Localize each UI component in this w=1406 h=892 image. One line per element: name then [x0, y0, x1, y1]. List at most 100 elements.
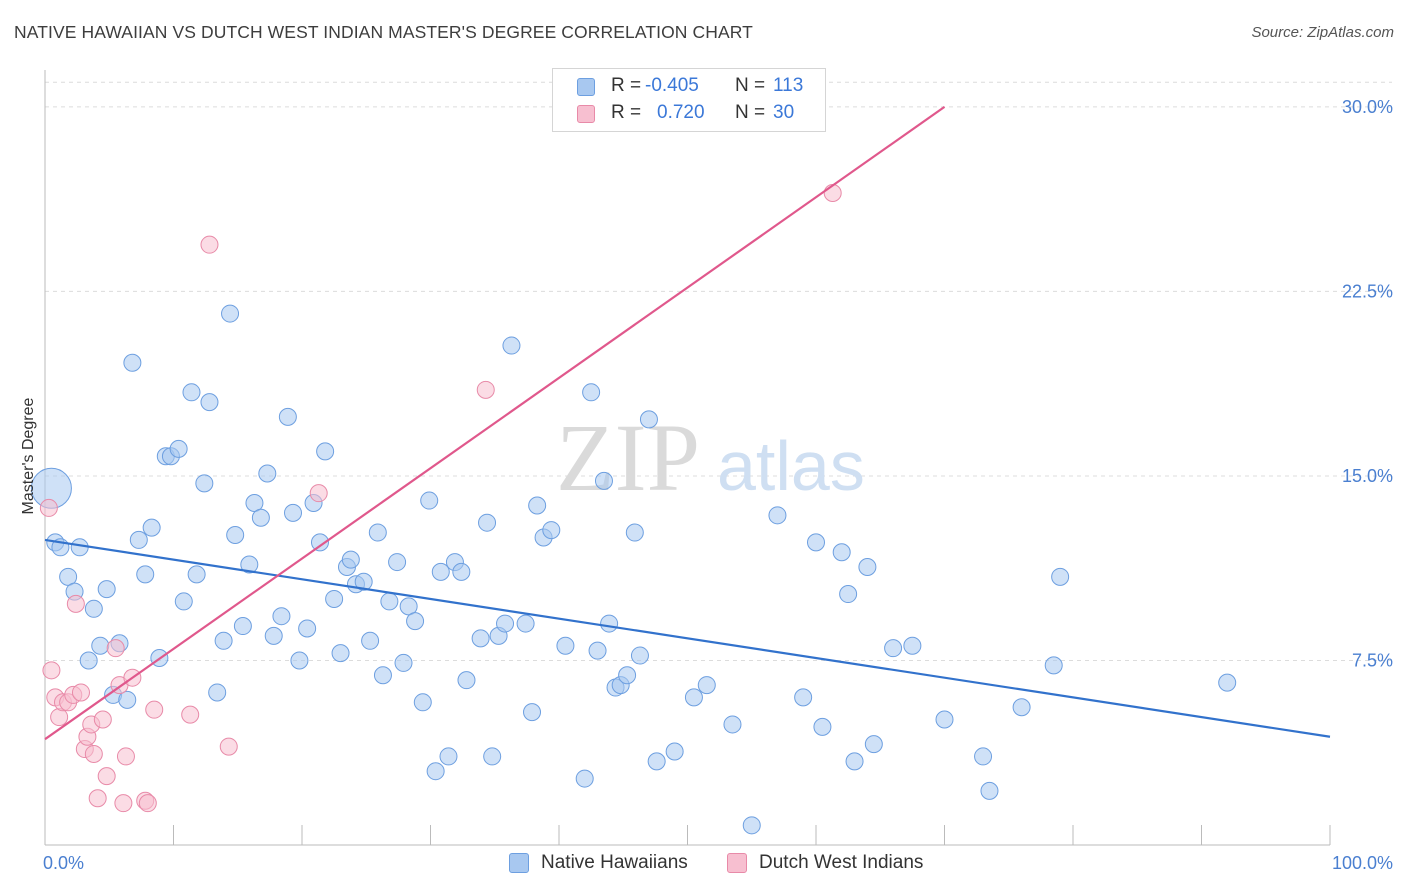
watermark-zip: ZIP: [556, 404, 700, 511]
n-value: 113: [773, 75, 804, 96]
point-native-hawaiian: [556, 636, 575, 655]
point-native-hawaiian: [582, 383, 601, 402]
point-native-hawaiian: [331, 644, 350, 663]
legend-swatch-blue: [509, 853, 529, 873]
point-dutch-west-indian: [50, 708, 69, 727]
point-native-hawaiian: [341, 550, 360, 569]
point-native-hawaiian: [361, 631, 380, 650]
point-dutch-west-indian: [88, 789, 107, 808]
point-native-hawaiian: [431, 562, 450, 581]
point-native-hawaiian: [118, 690, 137, 709]
point-native-hawaiian: [406, 612, 425, 631]
point-native-hawaiian: [187, 565, 206, 584]
point-native-hawaiian: [91, 636, 110, 655]
point-native-hawaiian: [594, 471, 613, 490]
point-native-hawaiian: [625, 523, 644, 542]
point-native-hawaiian: [478, 513, 497, 532]
point-native-hawaiian: [264, 626, 283, 645]
point-native-hawaiian: [647, 752, 666, 771]
legend-label: Dutch West Indians: [759, 852, 924, 873]
point-native-hawaiian: [208, 683, 227, 702]
legend-label: Native Hawaiians: [541, 852, 688, 873]
x-tick-label: 100.0%: [1332, 853, 1393, 873]
point-native-hawaiian: [195, 474, 214, 493]
point-native-hawaiian: [1012, 698, 1031, 717]
point-native-hawaiian: [200, 393, 219, 412]
n-label: N =: [735, 102, 766, 123]
point-native-hawaiian: [600, 614, 619, 633]
point-native-hawaiian: [588, 641, 607, 660]
point-native-hawaiian: [1051, 567, 1070, 586]
point-dutch-west-indian: [114, 794, 133, 813]
point-native-hawaiian: [310, 533, 329, 552]
n-value: 30: [773, 102, 795, 123]
point-native-hawaiian: [368, 523, 387, 542]
source-label: Source: ZipAtlas.com: [1251, 24, 1394, 41]
point-native-hawaiian: [516, 614, 535, 633]
point-dutch-west-indian: [823, 184, 842, 203]
point-native-hawaiian: [84, 599, 103, 618]
point-dutch-west-indian: [93, 710, 112, 729]
r-label: R =: [611, 102, 642, 123]
point-native-hawaiian: [316, 442, 335, 461]
point-native-hawaiian: [169, 439, 188, 458]
point-native-hawaiian: [807, 533, 825, 552]
grid-lines: [45, 81, 1392, 661]
point-native-hawaiian: [630, 646, 649, 665]
point-native-hawaiian: [618, 666, 637, 685]
point-native-hawaiian: [174, 592, 193, 611]
point-native-hawaiian: [221, 304, 240, 323]
point-native-hawaiian: [768, 506, 787, 525]
y-tick-label: 22.5%: [1342, 281, 1393, 301]
point-native-hawaiian: [542, 521, 561, 540]
point-native-hawaiian: [639, 410, 658, 429]
point-native-hawaiian: [226, 526, 245, 544]
legend-swatch-pink: [727, 853, 747, 873]
point-native-hawaiian: [129, 530, 148, 549]
point-native-hawaiian: [742, 816, 761, 835]
point-native-hawaiian: [1044, 656, 1063, 675]
r-value: -0.405: [645, 75, 699, 96]
point-native-hawaiian: [839, 585, 858, 604]
point-native-hawaiian: [974, 747, 993, 766]
y-tick-label: 7.5%: [1352, 650, 1393, 670]
trend-line-native-hawaiians: [44, 538, 1331, 738]
point-native-hawaiian: [980, 781, 999, 800]
point-native-hawaiian: [420, 491, 439, 510]
point-dutch-west-indian: [97, 767, 116, 786]
stats-box: R = -0.405 N = 113 R = 0.720 N = 30: [552, 68, 826, 132]
point-native-hawaiian: [394, 653, 413, 672]
point-dutch-west-indian: [106, 639, 125, 658]
point-native-hawaiian: [439, 747, 458, 766]
point-native-hawaiian: [665, 742, 684, 761]
point-native-hawaiian: [298, 619, 317, 638]
point-native-hawaiian: [284, 503, 303, 522]
point-native-hawaiian: [426, 762, 445, 781]
point-native-hawaiian: [354, 572, 373, 591]
point-native-hawaiian: [903, 636, 922, 655]
point-native-hawaiian: [723, 715, 742, 734]
point-native-hawaiian: [832, 543, 851, 562]
point-native-hawaiian: [884, 639, 903, 658]
x-tick-label: 0.0%: [43, 853, 84, 873]
point-native-hawaiian: [142, 518, 161, 537]
watermark: ZIP atlas: [556, 404, 865, 511]
stats-swatch-blue: [577, 78, 595, 96]
point-dutch-west-indian: [181, 705, 200, 724]
point-native-hawaiian: [452, 562, 471, 581]
point-dutch-west-indian: [42, 661, 61, 680]
point-native-hawaiian: [483, 747, 502, 766]
axes: [44, 70, 1331, 846]
point-dutch-west-indian: [219, 737, 238, 756]
point-native-hawaiian: [373, 666, 392, 685]
point-native-hawaiian: [502, 336, 521, 355]
point-native-hawaiian: [858, 557, 877, 576]
point-native-hawaiian: [794, 688, 813, 707]
point-dutch-west-indian: [39, 498, 58, 517]
point-native-hawaiian: [272, 607, 291, 626]
point-native-hawaiian: [684, 688, 703, 707]
point-native-hawaiian: [233, 617, 252, 636]
point-native-hawaiian: [214, 631, 233, 650]
point-native-hawaiian: [864, 735, 883, 754]
